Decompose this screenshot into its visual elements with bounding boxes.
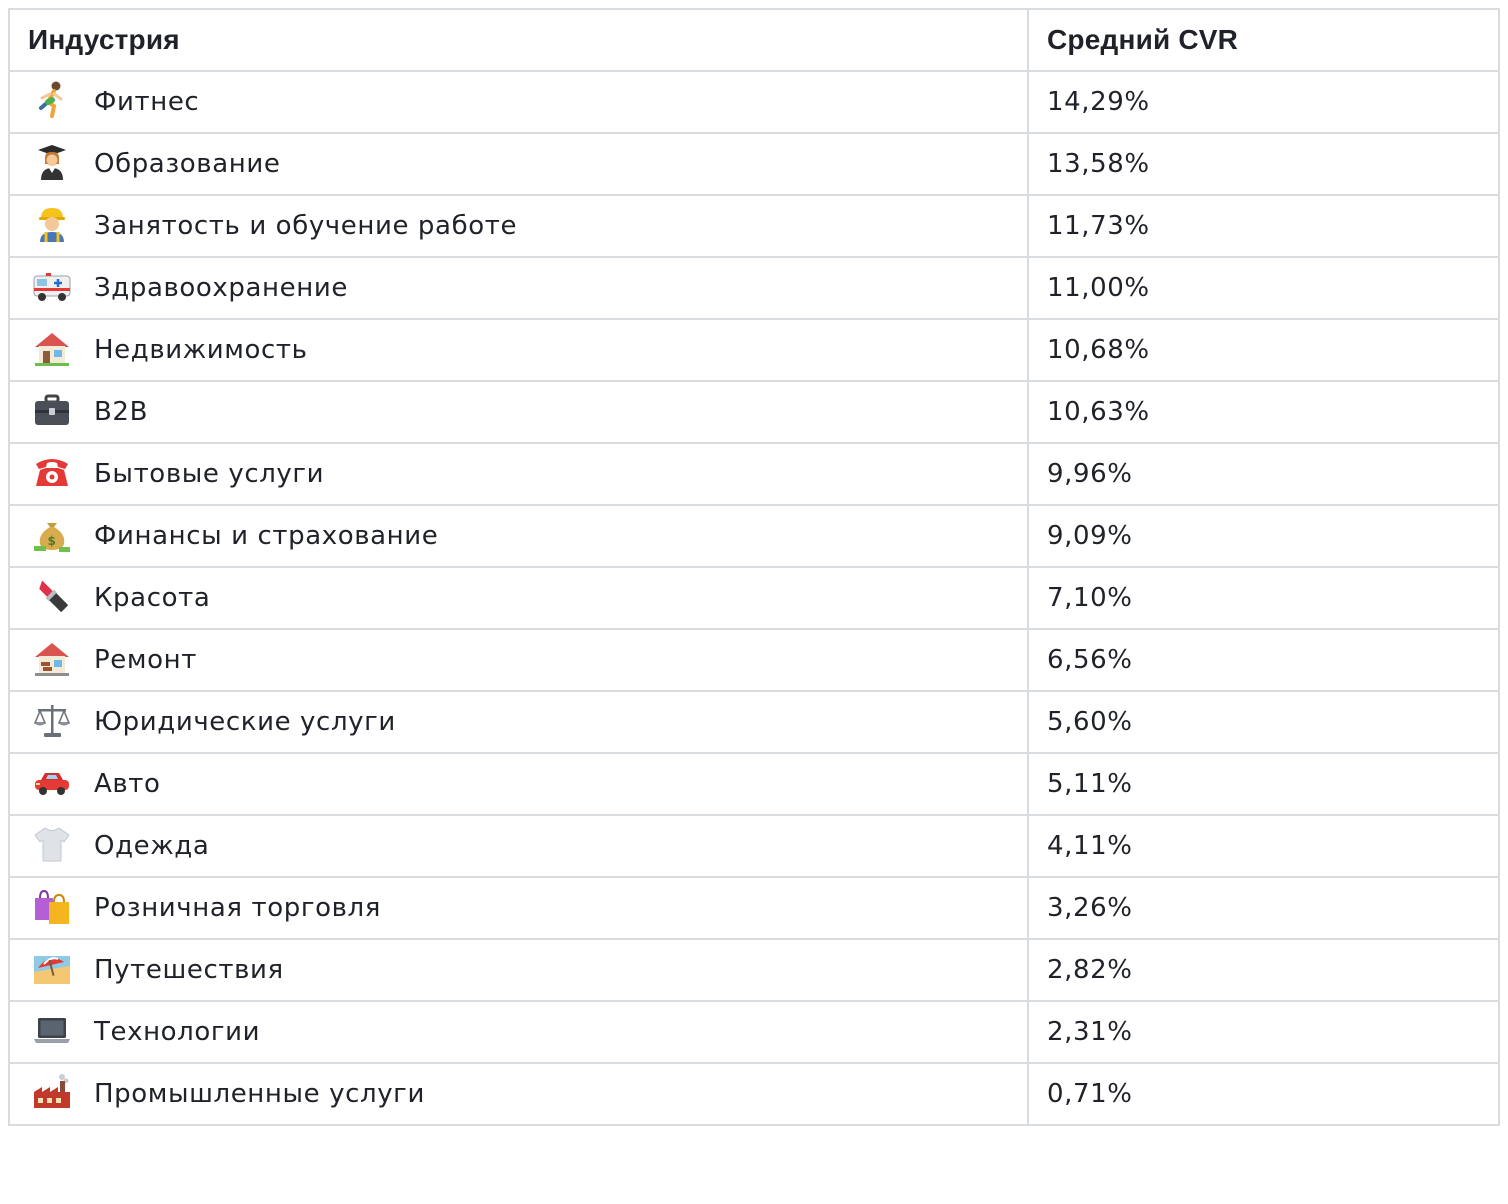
cvr-value: 9,96% [1027, 442, 1500, 506]
cvr-value: 6,56% [1027, 628, 1500, 692]
car-icon [32, 762, 72, 802]
industry-name: Розничная торговля [94, 893, 382, 923]
table-row: Занятость и обучение работе 11,73% [8, 194, 1500, 258]
industry-name: Финансы и страхование [94, 521, 439, 551]
table-row: Ремонт 6,56% [8, 628, 1500, 692]
table-row: $ Финансы и страхование 9,09% [8, 504, 1500, 568]
table-row: Недвижимость 10,68% [8, 318, 1500, 382]
industry-cvr-table-container: Индустрия Средний CVR Фитнес 14,29% Обра… [8, 8, 1500, 1126]
header-average-cvr: Средний CVR [1027, 8, 1500, 72]
briefcase-icon [32, 390, 72, 430]
cvr-value: 5,60% [1027, 690, 1500, 754]
industry-cell: Промышленные услуги [8, 1062, 1029, 1126]
scales-icon [32, 700, 72, 740]
graduate-icon [32, 142, 72, 182]
industry-cell: Занятость и обучение работе [8, 194, 1029, 258]
industry-cell: Технологии [8, 1000, 1029, 1064]
industry-cell: Бытовые услуги [8, 442, 1029, 506]
industry-cell: Красота [8, 566, 1029, 630]
table-row: Авто 5,11% [8, 752, 1500, 816]
industry-name: Красота [94, 583, 211, 613]
table-row: Одежда 4,11% [8, 814, 1500, 878]
cvr-value: 14,29% [1027, 70, 1500, 134]
industry-name: Путешествия [94, 955, 284, 985]
cvr-value: 0,71% [1027, 1062, 1500, 1126]
industry-cell: Путешествия [8, 938, 1029, 1002]
industry-name: Одежда [94, 831, 210, 861]
shopping-bags-icon [32, 886, 72, 926]
industry-cell: Ремонт [8, 628, 1029, 692]
industry-cell: $ Финансы и страхование [8, 504, 1029, 568]
industry-name: Технологии [94, 1017, 261, 1047]
tshirt-icon [32, 824, 72, 864]
industry-cell: Одежда [8, 814, 1029, 878]
industry-cell: Недвижимость [8, 318, 1029, 382]
table-row: Розничная торговля 3,26% [8, 876, 1500, 940]
cvr-value: 11,73% [1027, 194, 1500, 258]
table-row: Промышленные услуги 0,71% [8, 1062, 1500, 1126]
industry-cell: Авто [8, 752, 1029, 816]
cvr-value: 4,11% [1027, 814, 1500, 878]
industry-cell: B2B [8, 380, 1029, 444]
table-row: Путешествия 2,82% [8, 938, 1500, 1002]
industry-cvr-table: Индустрия Средний CVR Фитнес 14,29% Обра… [8, 8, 1500, 1126]
industry-name: Промышленные услуги [94, 1079, 425, 1109]
industry-name: Занятость и обучение работе [94, 211, 518, 241]
runner-icon [32, 80, 72, 120]
industry-name: Здравоохранение [94, 273, 348, 303]
industry-name: Бытовые услуги [94, 459, 325, 489]
cvr-value: 9,09% [1027, 504, 1500, 568]
table-row: Здравоохранение 11,00% [8, 256, 1500, 320]
table-row: Юридические услуги 5,60% [8, 690, 1500, 754]
cvr-value: 10,68% [1027, 318, 1500, 382]
industry-cell: Образование [8, 132, 1029, 196]
table-row: Фитнес 14,29% [8, 70, 1500, 134]
cvr-value: 13,58% [1027, 132, 1500, 196]
table-row: Технологии 2,31% [8, 1000, 1500, 1064]
industry-name: B2B [94, 397, 149, 427]
house-icon [32, 328, 72, 368]
cvr-value: 5,11% [1027, 752, 1500, 816]
header-industry: Индустрия [8, 8, 1029, 72]
industry-name: Фитнес [94, 87, 200, 117]
factory-icon [32, 1072, 72, 1112]
money-bag-icon: $ [32, 514, 72, 554]
industry-name: Недвижимость [94, 335, 308, 365]
telephone-icon [32, 452, 72, 492]
construction-worker-icon [32, 204, 72, 244]
industry-cell: Здравоохранение [8, 256, 1029, 320]
industry-cell: Юридические услуги [8, 690, 1029, 754]
cvr-value: 2,82% [1027, 938, 1500, 1002]
table-row: B2B 10,63% [8, 380, 1500, 444]
industry-cell: Розничная торговля [8, 876, 1029, 940]
table-row: Красота 7,10% [8, 566, 1500, 630]
lipstick-icon [32, 576, 72, 616]
cvr-value: 10,63% [1027, 380, 1500, 444]
table-row: Образование 13,58% [8, 132, 1500, 196]
laptop-icon [32, 1010, 72, 1050]
industry-name: Образование [94, 149, 281, 179]
cvr-value: 3,26% [1027, 876, 1500, 940]
industry-name: Авто [94, 769, 161, 799]
table-row: Бытовые услуги 9,96% [8, 442, 1500, 506]
svg-text:$: $ [48, 534, 57, 548]
industry-name: Юридические услуги [94, 707, 396, 737]
cvr-value: 2,31% [1027, 1000, 1500, 1064]
cvr-value: 7,10% [1027, 566, 1500, 630]
industry-cell: Фитнес [8, 70, 1029, 134]
house-bricks-icon [32, 638, 72, 678]
ambulance-icon [32, 266, 72, 306]
beach-umbrella-icon [32, 948, 72, 988]
cvr-value: 11,00% [1027, 256, 1500, 320]
industry-name: Ремонт [94, 645, 197, 675]
table-header-row: Индустрия Средний CVR [8, 8, 1500, 72]
